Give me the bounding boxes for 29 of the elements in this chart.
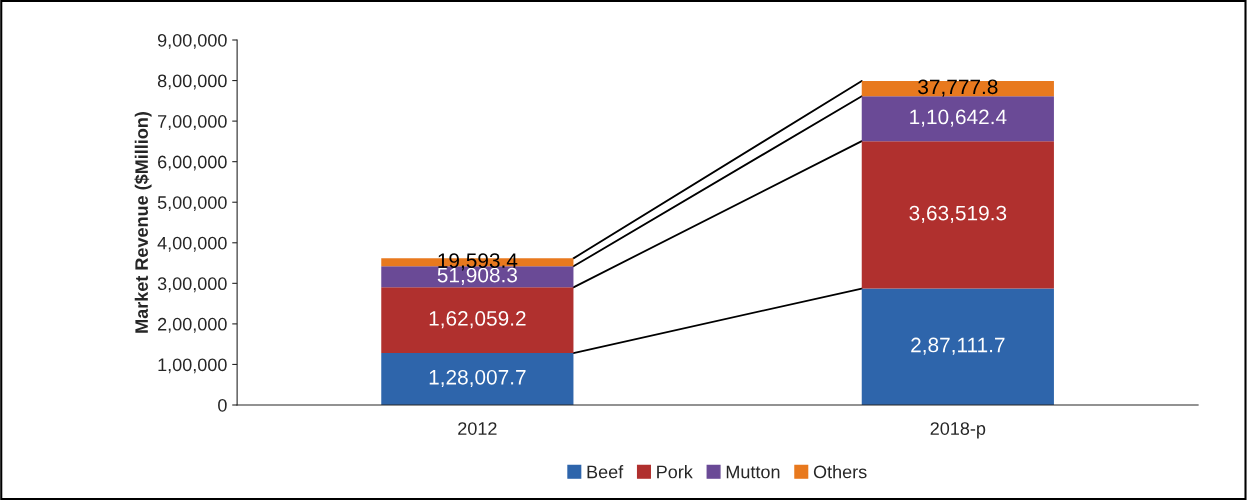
bar bbox=[381, 353, 574, 405]
data-label: 37,777.8 bbox=[918, 79, 998, 97]
legend-label: Pork bbox=[657, 465, 693, 479]
y-tick-label: 7,00,000 bbox=[158, 115, 227, 130]
data-label: 1,10,642.4 bbox=[910, 109, 1007, 127]
y-axis-title: Market Revenue ($Million) bbox=[134, 112, 152, 333]
y-tick-label: 4,00,000 bbox=[157, 236, 227, 252]
data-label: 2,87,111.7 bbox=[911, 337, 1005, 355]
data-label: 1,28,007.7 bbox=[429, 369, 526, 388]
data-label: 1,62,059.2 bbox=[429, 311, 526, 329]
x-tick-label: 2012 bbox=[458, 422, 497, 435]
bar bbox=[861, 96, 1054, 142]
bar bbox=[381, 287, 574, 354]
y-tick-label: 8,00,000 bbox=[157, 74, 227, 90]
legend-label: Others bbox=[813, 465, 867, 479]
legend-label: Mutton bbox=[726, 465, 780, 479]
y-tick-label: 0 bbox=[218, 398, 227, 412]
x-tick-label: 2018-p bbox=[930, 422, 986, 439]
y-tick-label: 6,00,000 bbox=[158, 155, 227, 171]
data-label: 3,63,519.3 bbox=[909, 205, 1007, 223]
y-tick-label: 2,00,000 bbox=[158, 317, 227, 333]
y-tick-label: 1,00,000 bbox=[158, 358, 227, 374]
legend-label: Beef bbox=[587, 465, 624, 479]
bar bbox=[861, 80, 1054, 97]
bar bbox=[861, 288, 1054, 405]
bar bbox=[861, 141, 1054, 289]
y-tick-label: 9,00,000 bbox=[157, 33, 227, 49]
y-tick-label: 5,00,000 bbox=[157, 196, 227, 212]
y-tick-label: 3,00,000 bbox=[157, 277, 227, 293]
